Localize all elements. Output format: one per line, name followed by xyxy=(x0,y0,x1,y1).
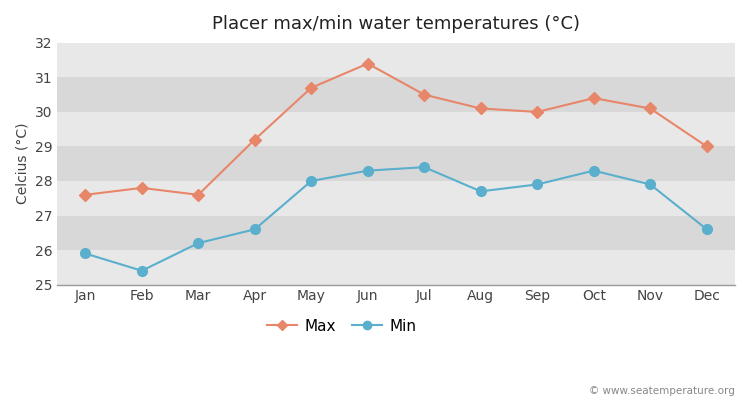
Min xyxy=(251,227,260,232)
Max xyxy=(590,96,598,100)
Max xyxy=(532,110,542,114)
Min xyxy=(137,268,146,273)
Max xyxy=(702,144,711,149)
Bar xyxy=(57,43,735,78)
Min xyxy=(646,182,655,187)
Bar xyxy=(57,250,735,284)
Max xyxy=(420,92,429,97)
Legend: Max, Min: Max, Min xyxy=(260,312,423,340)
Max xyxy=(137,186,146,190)
Line: Max: Max xyxy=(81,60,711,199)
Min xyxy=(307,178,316,183)
Min xyxy=(194,241,202,246)
Min xyxy=(420,165,429,170)
Min xyxy=(590,168,598,173)
Min xyxy=(532,182,542,187)
Max xyxy=(363,61,372,66)
Bar xyxy=(57,78,735,112)
Max xyxy=(646,106,655,111)
Title: Placer max/min water temperatures (°C): Placer max/min water temperatures (°C) xyxy=(212,15,580,33)
Text: © www.seatemperature.org: © www.seatemperature.org xyxy=(590,386,735,396)
Bar xyxy=(57,146,735,181)
Max xyxy=(476,106,485,111)
Max xyxy=(194,192,202,197)
Min xyxy=(81,251,90,256)
Bar xyxy=(57,112,735,146)
Line: Min: Min xyxy=(80,162,712,276)
Bar xyxy=(57,216,735,250)
Bar xyxy=(57,181,735,216)
Y-axis label: Celcius (°C): Celcius (°C) xyxy=(15,123,29,204)
Min xyxy=(363,168,372,173)
Min xyxy=(476,189,485,194)
Max xyxy=(81,192,90,197)
Max xyxy=(307,85,316,90)
Max xyxy=(251,137,260,142)
Min xyxy=(702,227,711,232)
